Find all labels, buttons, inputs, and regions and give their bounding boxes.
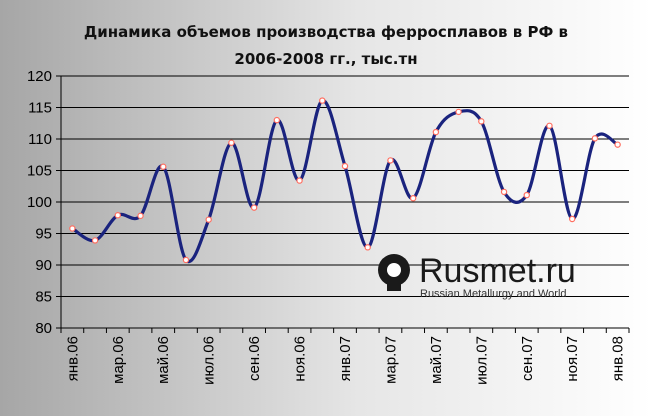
data-point <box>341 162 349 170</box>
data-point <box>273 116 281 124</box>
y-tick-label: 120 <box>27 68 52 85</box>
data-point <box>546 122 553 129</box>
x-tick-label: янв.08 <box>610 336 627 381</box>
data-point <box>319 97 326 104</box>
data-point <box>137 212 144 220</box>
x-tick-label: мар.07 <box>382 336 399 384</box>
y-tick-label: 90 <box>35 257 52 274</box>
data-point <box>205 216 212 223</box>
watermark-tagline: Russian Metallurgy and World <box>420 288 567 300</box>
y-axis-ticks: 80 85 90 95 100 105 110 115 120 <box>27 68 52 337</box>
chart-title-line1: Динамика объемов производства ферросплав… <box>84 23 568 41</box>
watermark-name: Rusmet.ru <box>419 252 576 290</box>
x-tick-label: янв.07 <box>337 336 354 381</box>
y-tick-label: 100 <box>27 194 52 211</box>
data-point <box>364 244 371 251</box>
x-tick-label: май.07 <box>428 336 445 384</box>
data-point <box>250 204 258 211</box>
data-point <box>296 177 303 184</box>
x-tick-label: сен.06 <box>246 336 263 381</box>
chart-title-line2: 2006-2008 гг., тыс.тн <box>234 50 417 68</box>
data-point <box>387 157 394 164</box>
x-tick-label: ноя.06 <box>292 336 309 382</box>
data-point <box>614 141 621 148</box>
rusmet-watermark: Rusmet.ru Russian Metallurgy and World <box>378 252 576 300</box>
y-tick-label: 95 <box>35 226 52 243</box>
x-tick-label: сен.07 <box>519 336 536 381</box>
y-tick-label: 85 <box>35 289 52 306</box>
rusmet-logo-icon <box>378 254 410 291</box>
x-tick-label: янв.06 <box>64 336 81 381</box>
y-tick-label: 115 <box>28 100 52 117</box>
axes <box>60 76 629 329</box>
data-point <box>523 191 530 199</box>
x-tick-label: май.06 <box>155 336 172 384</box>
data-point <box>478 118 485 125</box>
data-point <box>455 108 462 116</box>
data-point <box>569 215 576 223</box>
data-point <box>114 212 122 219</box>
x-tick-label: июл.07 <box>473 336 490 385</box>
x-tick-label: мар.06 <box>110 336 127 384</box>
y-tick-label: 110 <box>28 131 52 148</box>
y-tick-label: 105 <box>27 163 52 180</box>
data-point <box>500 188 508 196</box>
data-point <box>182 256 190 264</box>
x-tick-label: июл.06 <box>201 336 218 385</box>
data-point <box>228 139 235 146</box>
data-point <box>69 225 76 232</box>
data-point <box>160 163 167 170</box>
data-point <box>91 237 99 244</box>
data-point <box>409 195 417 202</box>
x-tick-label: ноя.07 <box>564 336 581 382</box>
data-point <box>432 128 440 136</box>
data-point <box>591 135 599 142</box>
x-axis-ticks: янв.06 мар.06 май.06 июл.06 сен.06 ноя.06 янв.… <box>60 328 630 385</box>
series-layer <box>69 97 621 264</box>
y-tick-label: 80 <box>35 320 52 337</box>
